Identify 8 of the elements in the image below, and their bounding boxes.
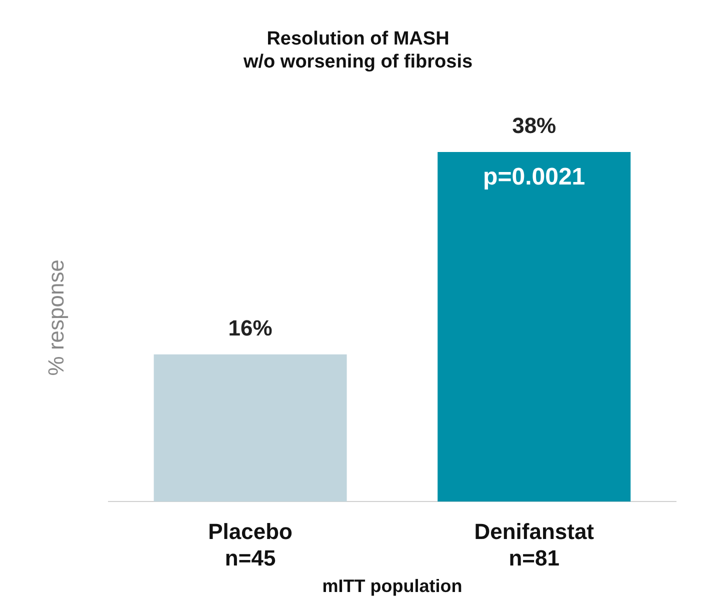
data-label: 16% xyxy=(228,315,272,340)
annotation: p=0.0021 xyxy=(483,164,586,191)
chart-title: Resolution of MASH w/o worsening of fibrosis xyxy=(242,28,473,72)
x-tick-label: Denifanstat n=81 xyxy=(474,518,595,570)
x-tick-label: Placebo n=45 xyxy=(208,518,292,570)
y-axis-title: % response xyxy=(43,260,68,376)
data-label: 38% xyxy=(512,113,556,138)
x-axis-title: mITT population xyxy=(322,576,462,596)
